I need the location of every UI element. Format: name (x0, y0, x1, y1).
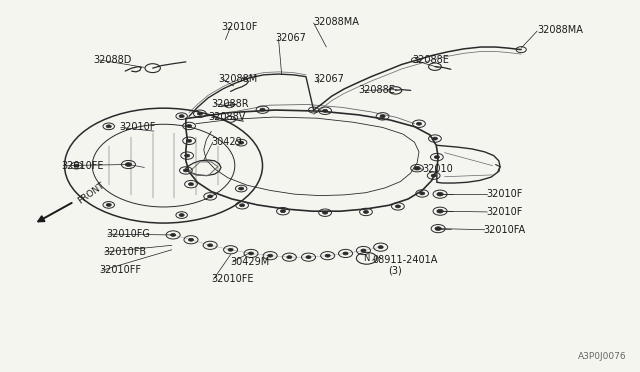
Circle shape (207, 195, 212, 198)
Circle shape (361, 249, 366, 252)
Circle shape (268, 254, 273, 257)
Text: 32088V: 32088V (208, 112, 246, 122)
Circle shape (184, 154, 189, 157)
Circle shape (414, 166, 420, 170)
Circle shape (179, 214, 184, 217)
Text: 32088E: 32088E (413, 55, 449, 65)
Text: 32067: 32067 (314, 74, 344, 84)
Circle shape (437, 209, 444, 213)
Text: 32010FE: 32010FE (211, 275, 254, 284)
Text: 32010FE: 32010FE (61, 161, 104, 171)
Circle shape (197, 112, 202, 115)
Text: 32010F: 32010F (221, 22, 257, 32)
Circle shape (186, 139, 191, 142)
Circle shape (380, 115, 385, 118)
Text: N: N (364, 254, 370, 263)
Text: 30429: 30429 (211, 137, 242, 147)
Circle shape (239, 187, 244, 190)
Text: 32010F: 32010F (486, 189, 522, 199)
Text: 32088E: 32088E (358, 86, 395, 95)
Circle shape (287, 256, 292, 259)
Circle shape (343, 252, 348, 255)
Circle shape (420, 192, 425, 195)
Text: 32088R: 32088R (211, 99, 249, 109)
Circle shape (306, 256, 311, 259)
Circle shape (325, 254, 330, 257)
Text: 30429M: 30429M (230, 257, 270, 267)
Circle shape (239, 204, 244, 207)
Text: 32010F: 32010F (119, 122, 156, 132)
Circle shape (396, 205, 401, 208)
Circle shape (364, 211, 369, 214)
Circle shape (431, 174, 436, 177)
Circle shape (179, 115, 184, 118)
Circle shape (435, 227, 442, 231)
Text: 32010FG: 32010FG (106, 229, 150, 239)
Circle shape (378, 246, 383, 248)
Text: 32067: 32067 (275, 33, 306, 43)
Text: 32088D: 32088D (93, 55, 132, 65)
Circle shape (280, 210, 285, 213)
Text: 32088M: 32088M (218, 74, 257, 84)
Circle shape (171, 234, 175, 236)
Text: 32010FF: 32010FF (100, 266, 141, 276)
Circle shape (228, 248, 233, 251)
Circle shape (186, 125, 191, 128)
Circle shape (106, 125, 111, 128)
Circle shape (106, 203, 111, 206)
Circle shape (188, 238, 193, 241)
Text: 32010FA: 32010FA (483, 225, 525, 235)
Circle shape (417, 122, 422, 125)
Circle shape (74, 164, 79, 167)
Circle shape (323, 211, 328, 214)
Circle shape (207, 244, 212, 247)
Text: 32010FB: 32010FB (103, 247, 146, 257)
Circle shape (323, 109, 328, 112)
Circle shape (260, 108, 265, 111)
Circle shape (239, 141, 244, 144)
Circle shape (248, 252, 253, 255)
Circle shape (183, 169, 188, 172)
Text: 32088MA: 32088MA (314, 17, 360, 27)
Circle shape (188, 183, 193, 186)
Circle shape (435, 155, 440, 158)
Circle shape (437, 192, 444, 196)
Circle shape (433, 137, 438, 140)
Text: A3P0J0076: A3P0J0076 (578, 352, 627, 361)
Circle shape (125, 163, 132, 166)
Text: (3): (3) (388, 266, 402, 276)
Text: 08911-2401A: 08911-2401A (372, 255, 438, 265)
Text: 32010F: 32010F (486, 207, 522, 217)
Text: 32088MA: 32088MA (537, 25, 583, 35)
Text: 32010: 32010 (422, 164, 453, 174)
Text: FRONT: FRONT (76, 180, 106, 205)
